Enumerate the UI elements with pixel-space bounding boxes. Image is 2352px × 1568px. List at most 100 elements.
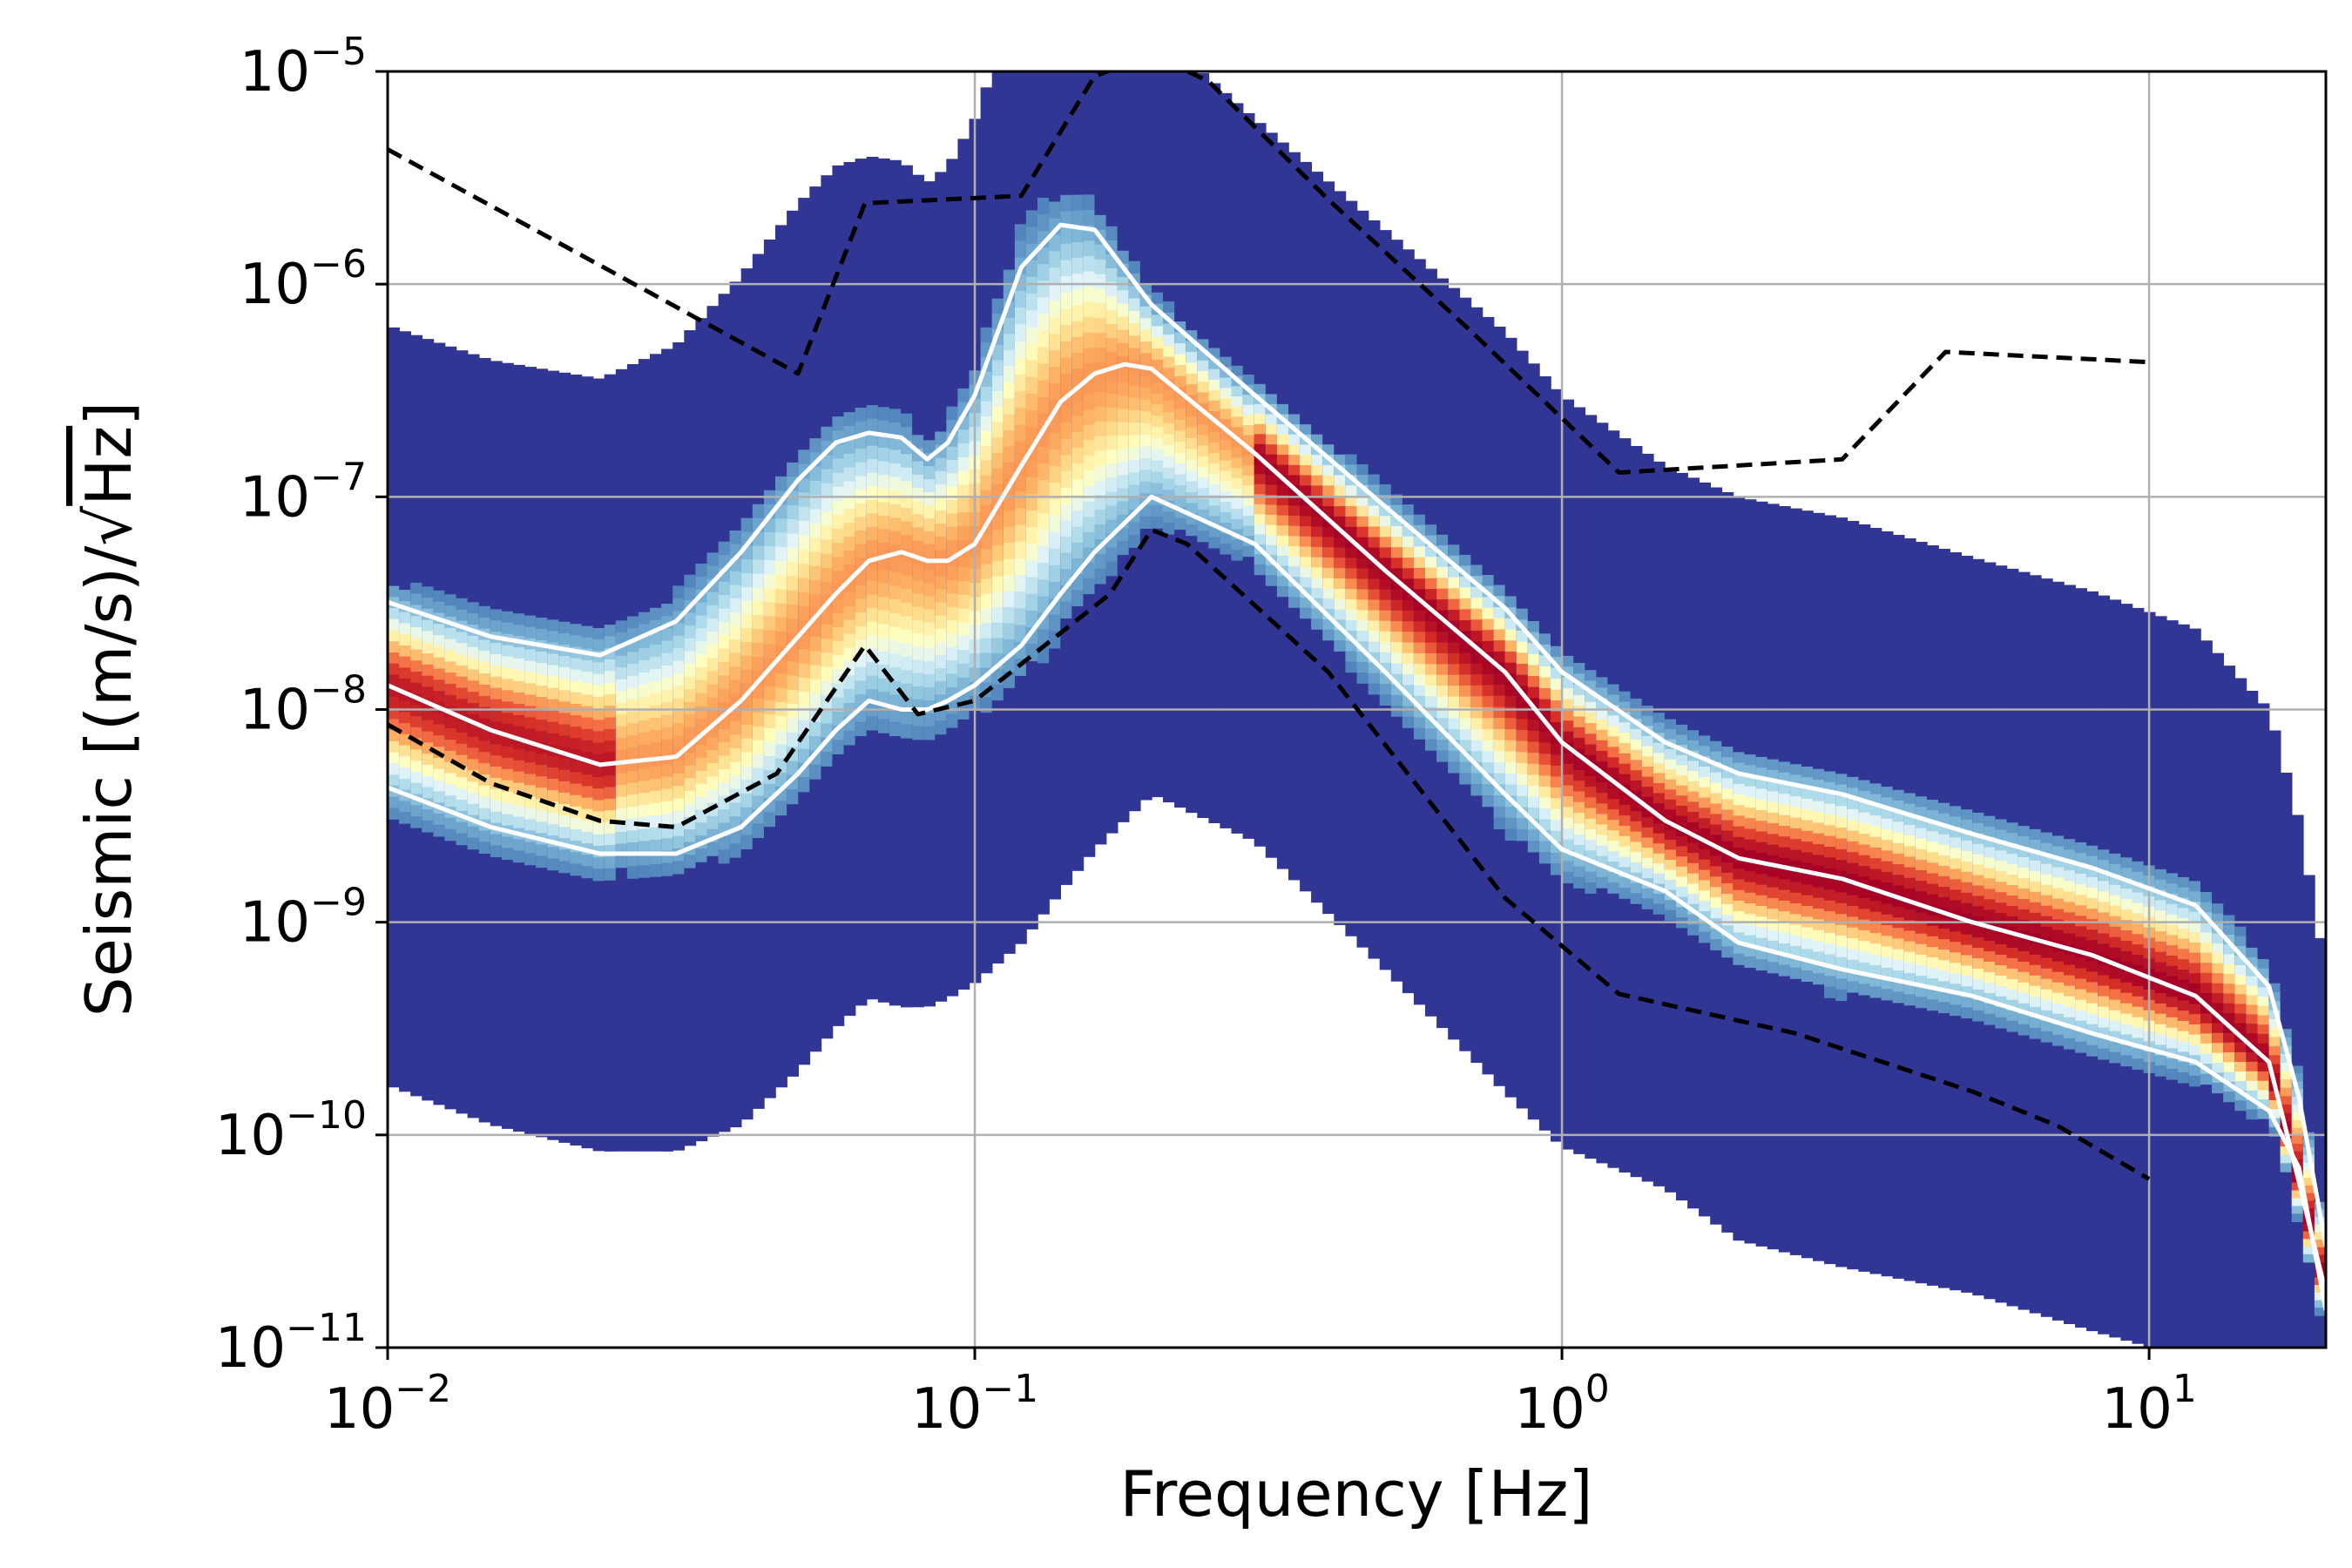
heat-cell — [798, 692, 811, 707]
heat-cell — [1060, 357, 1073, 375]
heat-cell — [1300, 526, 1312, 537]
heat-cell — [399, 612, 411, 625]
heat-cell — [923, 504, 936, 519]
heat-cell — [729, 598, 742, 613]
heat-cell — [1470, 630, 1484, 643]
heat-cell — [1049, 350, 1061, 368]
series-line-percentile-10 — [388, 494, 2326, 1311]
heat-cell — [706, 618, 720, 632]
heat-cell — [1858, 898, 1871, 910]
heat-cell — [1869, 901, 1882, 913]
heat-cell — [1242, 516, 1255, 527]
heat-cell — [1755, 863, 1768, 875]
heat-cell — [1482, 630, 1495, 642]
heat-cell — [1071, 226, 1085, 243]
heat-cell — [1071, 321, 1085, 338]
heat-cell — [1425, 728, 1437, 740]
heat-cell — [1961, 871, 1974, 883]
heat-cell — [843, 537, 856, 551]
heat-cell — [2086, 929, 2099, 942]
heat-cell — [388, 585, 400, 598]
heat-cell — [1128, 447, 1141, 461]
heat-cell — [2132, 1048, 2145, 1060]
heat-cell — [1778, 761, 1791, 774]
heat-cell — [1311, 588, 1323, 599]
heat-cell — [2064, 933, 2076, 945]
heat-cell — [1699, 797, 1711, 809]
heat-cell — [1300, 464, 1312, 476]
heat-cell — [2223, 1062, 2236, 1073]
heat-cell — [1402, 674, 1415, 686]
heat-cell — [1276, 464, 1289, 476]
heat-cell — [524, 717, 537, 730]
heat-cell — [536, 855, 548, 868]
heat-cell — [1117, 303, 1130, 318]
heat-cell — [1083, 531, 1096, 549]
heat-cell — [1037, 497, 1050, 514]
heat-cell — [1585, 712, 1598, 724]
heat-cell — [901, 629, 913, 645]
heat-cell — [752, 629, 765, 644]
heat-cell — [901, 535, 913, 550]
heat-cell — [1436, 740, 1449, 752]
heat-cell — [1824, 986, 1836, 998]
heat-cell — [1060, 438, 1073, 456]
heat-cell — [661, 826, 673, 840]
heat-cell — [1573, 727, 1586, 739]
heat-cell — [2109, 853, 2122, 865]
heat-cell — [672, 735, 686, 749]
heat-cell — [1003, 543, 1016, 560]
heat-cell — [2246, 956, 2259, 968]
heat-cell — [684, 765, 697, 780]
heat-cell — [1504, 718, 1517, 730]
heat-cell — [433, 657, 446, 670]
heat-cell — [2064, 839, 2076, 850]
heat-cell — [1482, 718, 1495, 730]
heat-cell — [2280, 1071, 2293, 1080]
heat-cell — [912, 672, 924, 687]
heat-cell — [1527, 829, 1540, 841]
heat-cell — [2017, 1013, 2031, 1025]
heat-cell — [787, 590, 799, 605]
heat-cell — [1516, 828, 1529, 841]
heat-cell — [923, 466, 936, 480]
heat-cell — [2188, 881, 2201, 892]
heat-cell — [1835, 956, 1848, 969]
heat-cell — [1231, 468, 1244, 479]
heat-cell — [1413, 664, 1426, 676]
heat-cell — [1641, 817, 1654, 828]
heat-cell — [1527, 786, 1540, 798]
heat-cell — [1538, 732, 1551, 744]
heat-cell — [615, 773, 628, 786]
heat-cell — [787, 605, 799, 620]
heat-cell — [1630, 893, 1643, 904]
heat-cell — [2246, 995, 2259, 1006]
heat-cell — [935, 483, 948, 498]
heat-cell — [581, 820, 594, 833]
heat-cell — [1459, 674, 1472, 686]
heat-cell — [604, 706, 617, 719]
heat-cell — [501, 768, 514, 781]
heat-cell — [581, 706, 594, 719]
heat-cell — [2212, 1052, 2224, 1064]
heat-cell — [388, 707, 400, 720]
heat-cell — [1163, 335, 1175, 347]
heat-cell — [1151, 438, 1164, 450]
heat-cell — [558, 632, 571, 645]
heat-cell — [1208, 526, 1221, 538]
heat-cell — [456, 766, 469, 779]
heat-cell — [1470, 718, 1484, 730]
heat-cell — [1858, 834, 1871, 846]
heat-cell — [2064, 849, 2076, 862]
heat-cell — [1573, 706, 1586, 718]
heat-cell — [2246, 1024, 2259, 1034]
heat-cell — [763, 713, 776, 729]
heat-cell — [1892, 949, 1905, 961]
heat-cell — [1767, 791, 1780, 803]
heat-cell — [1083, 194, 1096, 211]
heat-cell — [821, 511, 834, 527]
heat-cell — [855, 666, 868, 682]
heat-cell — [547, 631, 560, 644]
heat-cell — [2086, 1034, 2099, 1046]
heat-cell — [1938, 865, 1950, 877]
